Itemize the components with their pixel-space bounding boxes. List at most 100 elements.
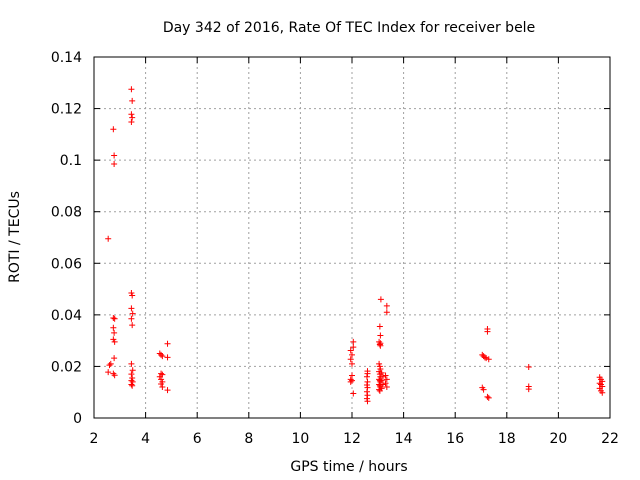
data-point xyxy=(377,296,384,303)
data-point xyxy=(128,360,135,367)
x-tick-label: 14 xyxy=(395,431,413,447)
data-point xyxy=(377,366,384,373)
data-point xyxy=(377,378,384,385)
data-point xyxy=(347,356,354,363)
data-point xyxy=(164,387,171,394)
x-tick-label: 6 xyxy=(193,431,202,447)
data-point xyxy=(364,398,371,405)
y-tick-label: 0.1 xyxy=(60,153,82,169)
data-point xyxy=(164,354,171,361)
data-point xyxy=(105,235,112,242)
data-point xyxy=(110,126,117,133)
data-point xyxy=(110,336,117,343)
data-point xyxy=(159,353,166,360)
data-point xyxy=(383,376,390,383)
data-point xyxy=(110,314,117,321)
data-point xyxy=(376,368,383,375)
data-point xyxy=(481,354,488,361)
data-point xyxy=(480,386,487,393)
data-point xyxy=(129,367,136,374)
data-point xyxy=(129,292,136,299)
data-point xyxy=(347,378,354,385)
data-point xyxy=(106,362,113,369)
data-point xyxy=(364,370,371,377)
data-point xyxy=(364,392,371,399)
gridlines xyxy=(94,57,610,418)
data-point xyxy=(378,369,385,376)
y-tick-label: 0.06 xyxy=(51,256,82,272)
data-point xyxy=(364,378,371,385)
data-point xyxy=(111,372,118,379)
data-point xyxy=(128,118,135,125)
data-point xyxy=(128,371,135,378)
data-point xyxy=(158,370,165,377)
x-tick-label: 18 xyxy=(498,431,516,447)
data-point xyxy=(485,356,492,363)
data-point xyxy=(382,380,389,387)
data-point xyxy=(596,380,603,387)
data-point xyxy=(377,342,384,349)
data-point xyxy=(376,323,383,330)
data-point xyxy=(376,376,383,383)
data-point xyxy=(525,386,532,393)
y-tick-label: 0.02 xyxy=(51,359,82,375)
y-tick-label: 0 xyxy=(73,411,82,427)
data-point xyxy=(111,338,118,345)
x-tick-label: 8 xyxy=(244,431,253,447)
data-point xyxy=(129,375,136,382)
x-tick-label: 16 xyxy=(446,431,464,447)
data-point xyxy=(110,324,117,331)
data-point xyxy=(129,310,136,317)
data-point xyxy=(383,309,390,316)
data-point xyxy=(156,350,163,357)
chart-title: Day 342 of 2016, Rate Of TEC Index for r… xyxy=(163,20,535,36)
data-point xyxy=(158,380,165,387)
data-point xyxy=(376,363,383,370)
data-point xyxy=(158,351,165,358)
data-point xyxy=(363,388,370,395)
data-point xyxy=(350,390,357,397)
data-point xyxy=(363,395,370,402)
data-point xyxy=(111,355,118,362)
data-point xyxy=(111,329,118,336)
y-tick-label: 0.04 xyxy=(51,308,82,324)
data-point xyxy=(129,114,136,121)
x-tick-label: 10 xyxy=(291,431,309,447)
data-point xyxy=(128,381,135,388)
data-point xyxy=(349,377,355,384)
data-point xyxy=(129,322,136,329)
data-point xyxy=(107,360,114,367)
y-axis-label: ROTI / TECUs xyxy=(7,191,23,283)
data-point xyxy=(484,328,491,335)
data-points xyxy=(105,86,606,405)
data-point xyxy=(128,305,135,312)
data-point xyxy=(383,384,390,391)
data-point xyxy=(479,351,486,358)
data-point xyxy=(378,377,385,384)
data-point xyxy=(128,86,135,93)
data-point xyxy=(129,97,136,104)
data-point xyxy=(382,372,389,379)
data-point xyxy=(378,385,385,392)
data-point xyxy=(164,340,171,347)
data-point xyxy=(379,381,386,388)
data-point xyxy=(376,386,383,393)
x-tick-label: 22 xyxy=(601,431,619,447)
data-point xyxy=(350,344,357,351)
x-tick-label: 12 xyxy=(343,431,361,447)
data-point xyxy=(599,389,606,396)
data-point xyxy=(129,382,136,389)
data-point xyxy=(129,378,136,385)
data-point xyxy=(111,152,118,159)
data-point xyxy=(128,289,135,296)
data-point xyxy=(377,384,384,391)
data-point xyxy=(364,384,371,391)
y-tick-label: 0.12 xyxy=(51,102,82,118)
data-point xyxy=(349,351,355,358)
axis-ticks xyxy=(93,56,611,419)
data-point xyxy=(350,338,357,345)
data-point xyxy=(110,370,117,377)
data-point xyxy=(363,381,370,388)
data-point xyxy=(376,341,383,348)
